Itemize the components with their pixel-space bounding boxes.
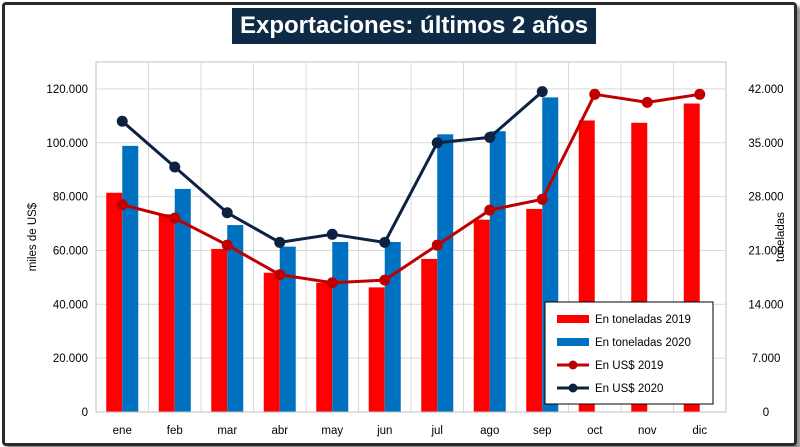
x-tick-label: jun <box>376 425 392 437</box>
legend-label[interactable]: En toneladas 2019 <box>595 314 691 326</box>
lines <box>116 86 706 289</box>
x-tick-label: ago <box>480 425 499 437</box>
y-right-tick-label: 0 <box>763 407 769 419</box>
bar-2019 <box>211 248 228 412</box>
x-tick-label: sep <box>533 425 552 437</box>
point-us-2020 <box>274 236 286 248</box>
legend-label[interactable]: En toneladas 2020 <box>595 337 691 349</box>
legend-swatch-marker <box>568 360 578 370</box>
y-right-tick-label: 28.000 <box>748 192 783 204</box>
bar-2019 <box>263 272 280 412</box>
legend[interactable]: En toneladas 2019 En toneladas 2020 En US$… <box>544 301 714 405</box>
legend-swatch-marker <box>568 383 578 393</box>
x-tick-label: jul <box>430 425 443 437</box>
x-tick-label: ene <box>113 425 132 437</box>
y-left-tick-label: 80.000 <box>53 192 88 204</box>
point-us-2020 <box>379 236 391 248</box>
point-us-2019 <box>274 269 286 281</box>
point-us-2019 <box>694 88 706 100</box>
x-tick-label: feb <box>167 425 183 437</box>
y-left-axis-title: miles de US$ <box>27 202 39 271</box>
point-us-2019 <box>326 277 338 289</box>
point-us-2019 <box>116 199 128 211</box>
point-us-2019 <box>379 274 391 286</box>
point-us-2020 <box>326 228 338 240</box>
point-us-2019 <box>536 193 548 205</box>
bar-2019 <box>316 282 333 412</box>
point-us-2020 <box>536 86 548 98</box>
point-us-2019 <box>589 88 601 100</box>
y-right-tick-label: 21.000 <box>748 245 783 257</box>
bar-2019 <box>473 219 490 412</box>
y-left-tick-label: 0 <box>82 407 88 419</box>
point-us-2020 <box>221 207 233 219</box>
point-us-2020 <box>169 161 181 173</box>
point-us-2019 <box>641 96 653 108</box>
bar-2019 <box>158 214 175 412</box>
y-right-axis-title: toneladas <box>775 212 787 262</box>
legend-swatch <box>557 338 589 346</box>
y-right-tick-label: 14.000 <box>748 299 783 311</box>
bar-2019 <box>106 192 123 412</box>
axes: 0 20.000 40.000 60.000 80.000 100.000 120.000 0… <box>27 84 787 437</box>
point-us-2020 <box>484 131 496 143</box>
chart-title: Exportaciones: últimos 2 años <box>232 8 597 44</box>
y-right-tick-label: 42.000 <box>748 84 783 96</box>
x-tick-label: oct <box>587 425 603 437</box>
bar-2020 <box>122 145 139 412</box>
y-right-tick-label: 7.000 <box>752 353 781 365</box>
point-us-2019 <box>431 239 443 251</box>
bars <box>106 97 700 413</box>
bar-2020 <box>489 131 506 412</box>
bar-2019 <box>421 258 438 412</box>
y-left-tick-label: 100.000 <box>46 138 88 150</box>
y-left-tick-label: 40.000 <box>53 299 88 311</box>
x-tick-label: may <box>321 425 343 437</box>
point-us-2019 <box>484 204 496 216</box>
point-us-2020 <box>431 137 443 149</box>
bar-2020 <box>384 242 401 412</box>
legend-swatch <box>557 315 589 323</box>
x-tick-label: mar <box>217 425 237 437</box>
bar-2020 <box>437 134 454 413</box>
x-tick-label: dic <box>692 425 707 437</box>
legend-label[interactable]: En US$ 2020 <box>595 383 663 395</box>
y-left-tick-label: 20.000 <box>53 353 88 365</box>
bar-2020 <box>279 246 296 412</box>
point-us-2019 <box>221 239 233 251</box>
bar-2020 <box>227 225 244 412</box>
bar-2020 <box>332 242 349 412</box>
x-tick-label: abr <box>271 425 288 437</box>
line-us-2019 <box>121 92 700 285</box>
bar-2019 <box>526 208 543 412</box>
bar-2019 <box>368 287 385 412</box>
x-tick-label: nov <box>638 425 657 437</box>
point-us-2019 <box>169 212 181 224</box>
legend-label[interactable]: En US$ 2019 <box>595 360 663 372</box>
y-left-tick-label: 120.000 <box>46 84 88 96</box>
y-left-tick-label: 60.000 <box>53 245 88 257</box>
y-right-tick-label: 35.000 <box>748 138 783 150</box>
point-us-2020 <box>116 115 128 127</box>
bar-2020 <box>174 188 191 412</box>
